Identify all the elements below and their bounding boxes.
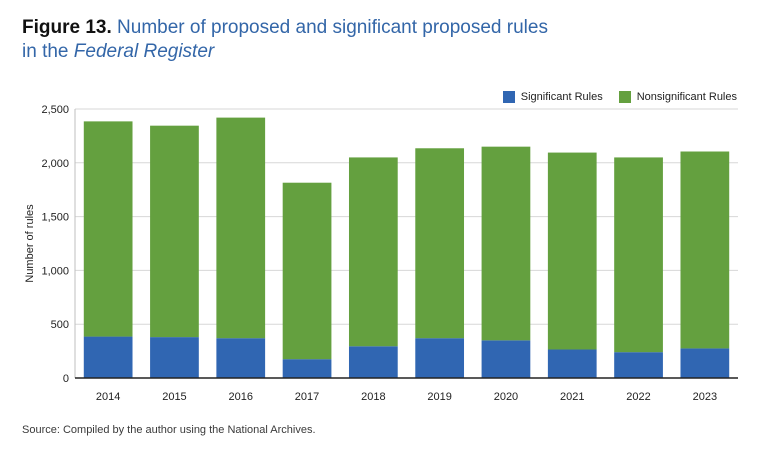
title-main: Number of proposed and significant propo…: [117, 17, 548, 38]
bar-nonsignificant: [481, 146, 531, 341]
bar-significant: [547, 349, 597, 378]
x-tick-label: 2020: [494, 391, 518, 403]
bar-significant: [216, 338, 266, 378]
x-tick-label: 2018: [361, 391, 385, 403]
x-tick-label: 2019: [427, 391, 451, 403]
bar-significant: [415, 338, 465, 378]
legend-label-significant: Significant Rules: [520, 91, 603, 103]
y-axis-title: Number of rules: [24, 204, 36, 283]
legend-swatch-nonsignificant: [618, 91, 631, 103]
bar-significant: [614, 352, 663, 378]
bar-significant: [481, 340, 531, 378]
legend-label-nonsignificant: Nonsignificant Rules: [636, 91, 737, 103]
legend-item-nonsignificant: Nonsignificant Rules: [618, 91, 737, 103]
title-italic: Federal Register: [73, 41, 215, 62]
source-note: Source: Compiled by the author using the…: [22, 424, 316, 436]
bar-nonsignificant: [282, 182, 332, 360]
bar-nonsignificant: [680, 151, 730, 349]
y-tick-label: 500: [51, 319, 69, 331]
bar-nonsignificant: [614, 157, 663, 353]
x-tick-label: 2014: [96, 391, 120, 403]
y-tick-label: 1,500: [41, 212, 69, 224]
bar-significant: [150, 337, 199, 378]
chart-title: Figure 13. Number of proposed and signif…: [22, 16, 722, 64]
y-tick-label: 0: [63, 373, 69, 385]
bar-nonsignificant: [216, 117, 266, 339]
bar-nonsignificant: [348, 157, 398, 347]
bar-significant: [83, 336, 133, 378]
bar-nonsignificant: [83, 121, 133, 337]
bar-significant: [348, 346, 398, 378]
x-tick-label: 2015: [162, 391, 186, 403]
bar-nonsignificant: [415, 148, 465, 339]
figure-label: Figure 13.: [22, 17, 112, 38]
bar-nonsignificant: [150, 125, 199, 338]
x-tick-label: 2016: [229, 391, 253, 403]
y-tick-label: 1,000: [41, 265, 69, 277]
legend: Significant Rules Nonsignificant Rules: [487, 91, 737, 103]
x-tick-label: 2017: [295, 391, 319, 403]
bar-nonsignificant: [547, 152, 597, 350]
y-tick-label: 2,000: [41, 158, 69, 170]
bar-significant: [282, 359, 332, 378]
bar-significant: [680, 348, 730, 378]
x-tick-label: 2022: [626, 391, 650, 403]
legend-swatch-significant: [502, 91, 515, 103]
title-prefix: in the: [22, 41, 74, 62]
x-tick-label: 2023: [693, 391, 717, 403]
legend-item-significant: Significant Rules: [502, 91, 603, 103]
x-tick-label: 2021: [560, 391, 584, 403]
y-tick-label: 2,500: [41, 104, 69, 116]
